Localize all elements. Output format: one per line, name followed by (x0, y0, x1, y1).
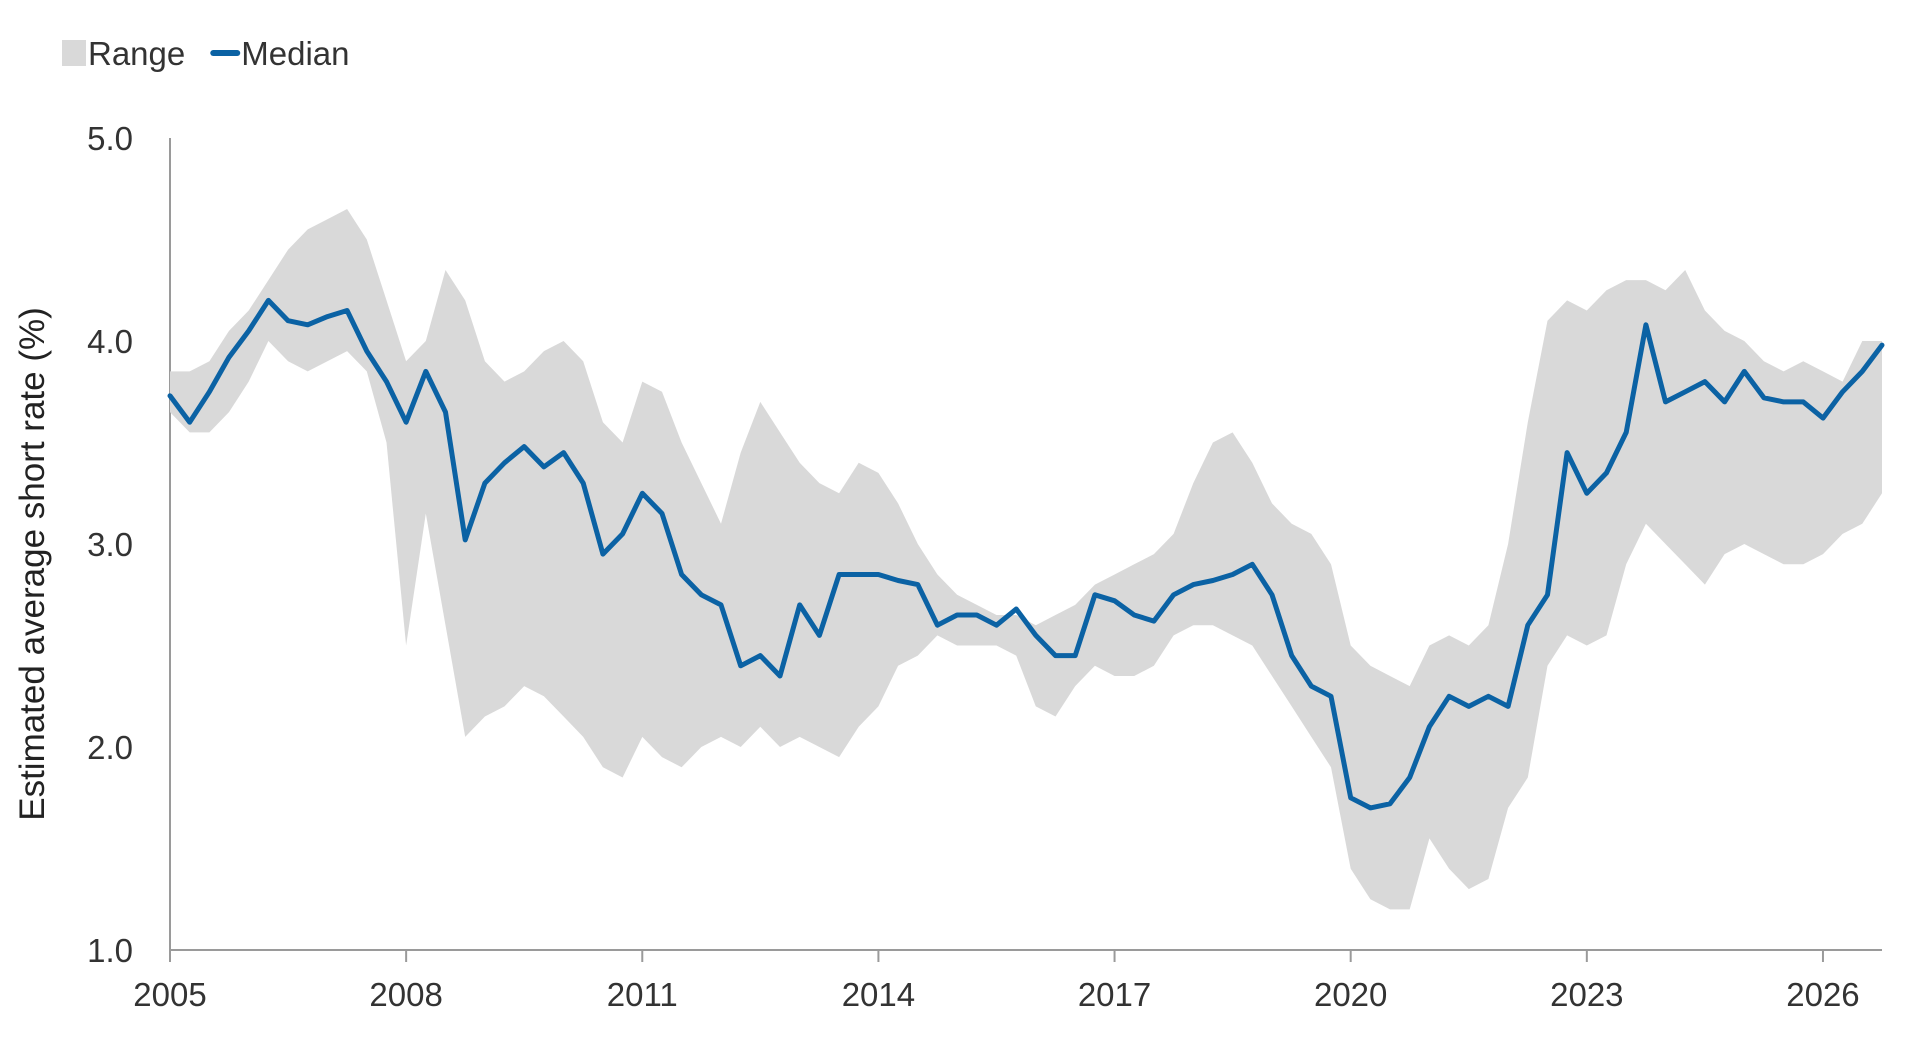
legend: Range Median (62, 35, 349, 72)
median-line (167, 297, 1885, 811)
x-axis: 2005 2008 2011 2014 2017 2020 2023 2026 (133, 949, 1882, 1013)
y-tick-label: 1.0 (87, 932, 133, 969)
x-tick-label: 2026 (1786, 976, 1859, 1013)
plot-area (167, 209, 1885, 910)
y-tick-label: 3.0 (87, 526, 133, 563)
legend-label: Median (241, 35, 349, 72)
y-tick-label: 5.0 (87, 120, 133, 157)
x-tick-label: 2023 (1550, 976, 1623, 1013)
legend-swatch-range (62, 40, 86, 66)
x-tick-label: 2014 (842, 976, 915, 1013)
y-tick-label: 2.0 (87, 729, 133, 766)
x-tick-label: 2008 (369, 976, 442, 1013)
x-tick-label: 2011 (607, 976, 678, 1013)
x-tick-label: 2020 (1314, 976, 1387, 1013)
y-tick-label: 4.0 (87, 323, 133, 360)
range-band (170, 209, 1882, 910)
x-tick-label: 2017 (1078, 976, 1151, 1013)
legend-label: Range (88, 35, 185, 72)
y-axis: 1.0 2.0 3.0 4.0 5.0 (87, 120, 171, 969)
x-tick-label: 2005 (133, 976, 206, 1013)
y-axis-title: Estimated average short rate (%) (13, 307, 52, 821)
